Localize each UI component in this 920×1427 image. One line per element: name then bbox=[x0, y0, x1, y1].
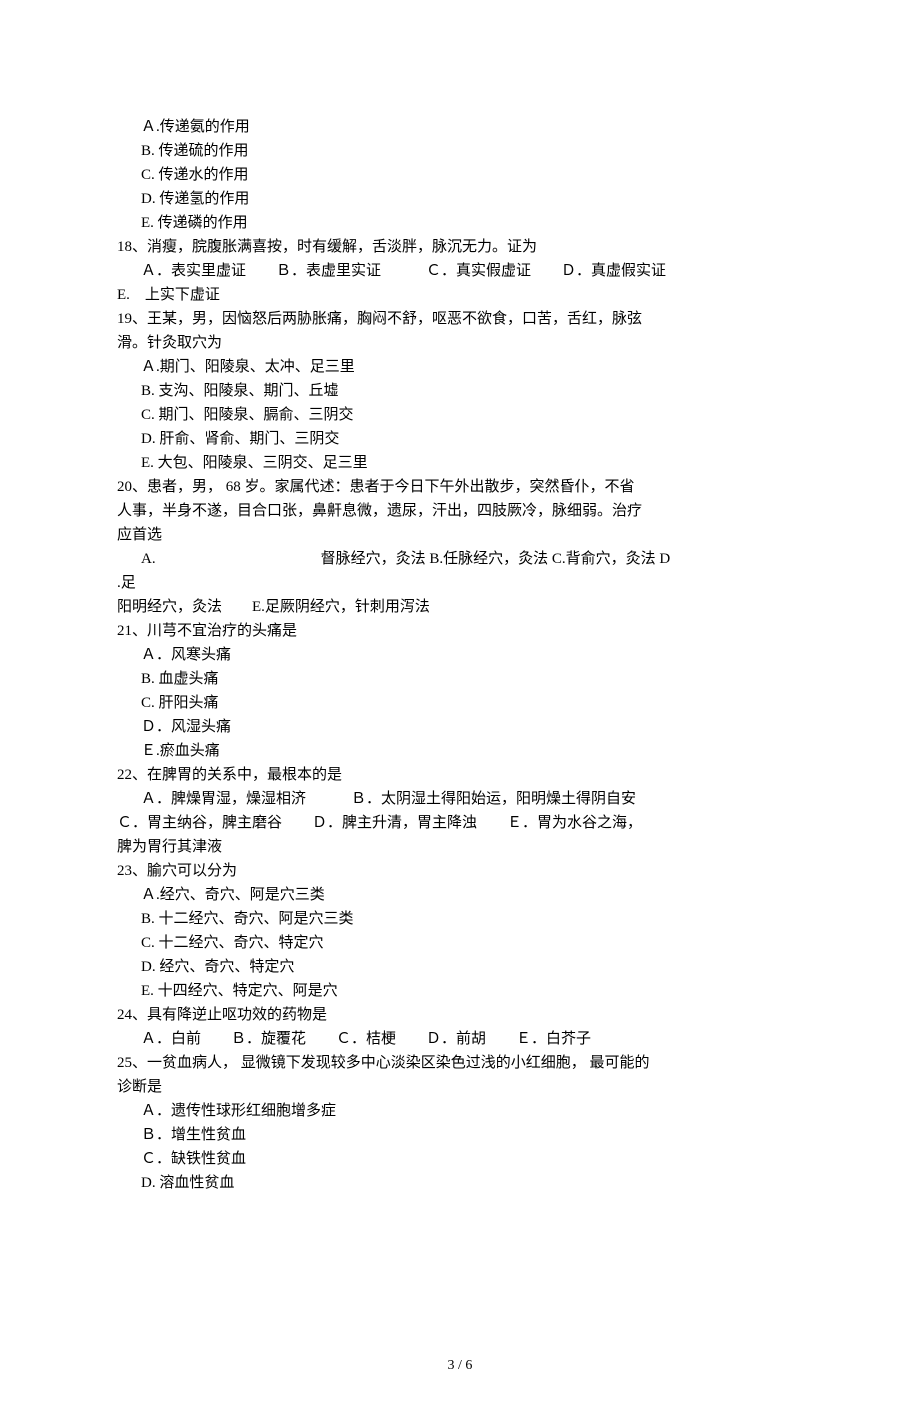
text-line: E. 传递磷的作用 bbox=[117, 211, 803, 235]
text-line: 脾为胃行其津液 bbox=[117, 835, 803, 859]
text-line: D. 传递氢的作用 bbox=[117, 187, 803, 211]
page-number: 3 / 6 bbox=[117, 1355, 803, 1377]
text-line: Ｃ．缺铁性贫血 bbox=[117, 1147, 803, 1171]
text-line: C. 期门、阳陵泉、膈俞、三阴交 bbox=[117, 403, 803, 427]
text-line: 阳明经穴，灸法 E.足厥阴经穴，针刺用泻法 bbox=[117, 595, 803, 619]
text-line: 19、王某，男，因恼怒后两胁胀痛，胸闷不舒，呕恶不欲食，口苦，舌红，脉弦 bbox=[117, 307, 803, 331]
document-content: Ａ.传递氨的作用B. 传递硫的作用C. 传递水的作用D. 传递氢的作用E. 传递… bbox=[117, 115, 803, 1195]
text-line: E. 大包、阳陵泉、三阴交、足三里 bbox=[117, 451, 803, 475]
text-line: Ａ.经穴、奇穴、阿是穴三类 bbox=[117, 883, 803, 907]
text-line: .足 bbox=[117, 571, 803, 595]
text-line: 20、患者，男， 68 岁。家属代述：患者于今日下午外出散步，突然昏仆，不省 bbox=[117, 475, 803, 499]
text-line: Ｂ．增生性贫血 bbox=[117, 1123, 803, 1147]
text-line: Ｅ.瘀血头痛 bbox=[117, 739, 803, 763]
text-line: Ｃ．胃主纳谷，脾主磨谷 Ｄ．脾主升清，胃主降浊 Ｅ．胃为水谷之海， bbox=[117, 811, 803, 835]
text-line: B. 十二经穴、奇穴、阿是穴三类 bbox=[117, 907, 803, 931]
text-line: 25、一贫血病人， 显微镜下发现较多中心淡染区染色过浅的小红细胞， 最可能的 bbox=[117, 1051, 803, 1075]
text-line: Ａ．白前 Ｂ．旋覆花 Ｃ．桔梗 Ｄ．前胡 Ｅ．白芥子 bbox=[117, 1027, 803, 1051]
text-line: E. 上实下虚证 bbox=[117, 283, 803, 307]
text-line: D. 肝俞、肾俞、期门、三阴交 bbox=[117, 427, 803, 451]
text-line: C. 十二经穴、奇穴、特定穴 bbox=[117, 931, 803, 955]
text-line: Ａ.期门、阳陵泉、太冲、足三里 bbox=[117, 355, 803, 379]
text-line: Ａ．表实里虚证 Ｂ．表虚里实证 Ｃ．真实假虚证 Ｄ．真虚假实证 bbox=[117, 259, 803, 283]
text-line: 应首选 bbox=[117, 523, 803, 547]
text-line: Ｄ．风湿头痛 bbox=[117, 715, 803, 739]
text-line: 21、川芎不宜治疗的头痛是 bbox=[117, 619, 803, 643]
text-line: 24、具有降逆止呕功效的药物是 bbox=[117, 1003, 803, 1027]
text-line: 18、消瘦，脘腹胀满喜按，时有缓解，舌淡胖，脉沉无力。证为 bbox=[117, 235, 803, 259]
text-line: B. 血虚头痛 bbox=[117, 667, 803, 691]
text-line: Ａ．遗传性球形红细胞增多症 bbox=[117, 1099, 803, 1123]
text-line: A. 督脉经穴，灸法 B.任脉经穴，灸法 C.背俞穴，灸法 D bbox=[117, 547, 803, 571]
text-line: E. 十四经穴、特定穴、阿是穴 bbox=[117, 979, 803, 1003]
text-line: Ａ.传递氨的作用 bbox=[117, 115, 803, 139]
text-line: C. 传递水的作用 bbox=[117, 163, 803, 187]
text-line: 22、在脾胃的关系中，最根本的是 bbox=[117, 763, 803, 787]
text-line: D. 经穴、奇穴、特定穴 bbox=[117, 955, 803, 979]
text-line: B. 支沟、阳陵泉、期门、丘墟 bbox=[117, 379, 803, 403]
text-line: 滑。针灸取穴为 bbox=[117, 331, 803, 355]
text-line: D. 溶血性贫血 bbox=[117, 1171, 803, 1195]
text-line: Ａ．脾燥胃湿，燥湿相济 Ｂ．太阴湿土得阳始运，阳明燥土得阴自安 bbox=[117, 787, 803, 811]
text-line: 诊断是 bbox=[117, 1075, 803, 1099]
text-line: C. 肝阳头痛 bbox=[117, 691, 803, 715]
text-line: 人事，半身不遂，目合口张，鼻鼾息微，遗尿，汗出，四肢厥冷，脉细弱。治疗 bbox=[117, 499, 803, 523]
text-line: 23、腧穴可以分为 bbox=[117, 859, 803, 883]
text-line: Ａ．风寒头痛 bbox=[117, 643, 803, 667]
text-line: B. 传递硫的作用 bbox=[117, 139, 803, 163]
